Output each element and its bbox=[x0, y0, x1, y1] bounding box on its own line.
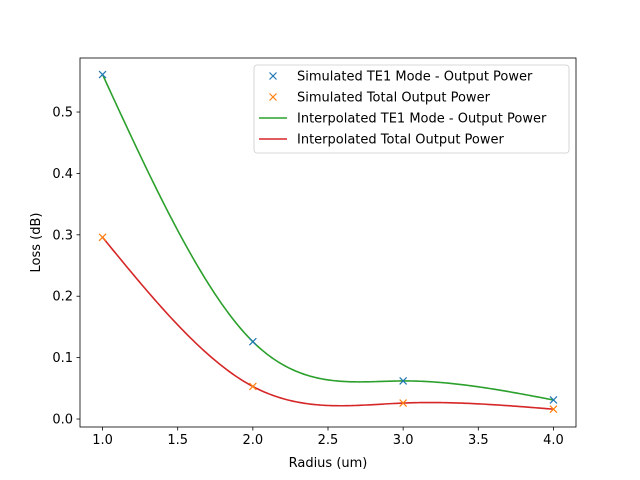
x-tick-label: 1.5 bbox=[167, 433, 188, 448]
y-axis-ticks: 0.0 0.1 0.2 0.3 0.4 0.5 bbox=[52, 106, 80, 428]
x-tick-label: 2.5 bbox=[318, 433, 339, 448]
x-axis-ticks: 1.0 1.5 2.0 2.5 3.0 3.5 4.0 bbox=[92, 427, 564, 448]
x-tick-label: 4.0 bbox=[543, 433, 564, 448]
x-tick-label: 1.0 bbox=[92, 433, 113, 448]
x-axis-label: Radius (um) bbox=[289, 456, 368, 471]
marker-simulated-total-output-power bbox=[549, 405, 558, 414]
y-tick-label: 0.4 bbox=[52, 167, 73, 182]
y-tick-label: 0.5 bbox=[52, 106, 73, 121]
legend-entry-label: Interpolated TE1 Mode - Output Power bbox=[297, 112, 547, 127]
y-tick-label: 0.0 bbox=[52, 413, 73, 428]
y-tick-label: 0.2 bbox=[52, 290, 73, 305]
legend-frame bbox=[253, 64, 570, 154]
interpolated-curves bbox=[101, 74, 554, 410]
marker-simulated-te1-mode-output-power bbox=[98, 70, 107, 79]
legend-entry-label: Interpolated Total Output Power bbox=[297, 133, 505, 148]
legend-entry-label: Simulated Total Output Power bbox=[297, 91, 491, 106]
y-tick-label: 0.3 bbox=[52, 228, 73, 243]
legend-marker-swatch bbox=[269, 72, 277, 80]
y-axis-label: Loss (dB) bbox=[29, 213, 44, 273]
legend-marker-swatch bbox=[269, 93, 277, 101]
line-interpolated-total-output-power bbox=[101, 236, 554, 410]
x-tick-label: 3.0 bbox=[393, 433, 414, 448]
marker-simulated-te1-mode-output-power bbox=[248, 337, 257, 346]
marker-simulated-total-output-power bbox=[399, 399, 408, 407]
y-tick-label: 0.1 bbox=[52, 351, 73, 366]
marker-simulated-total-output-power bbox=[98, 233, 107, 242]
marker-simulated-te1-mode-output-power bbox=[549, 396, 558, 404]
legend: Simulated TE1 Mode - Output Power Simulat… bbox=[253, 64, 570, 154]
legend-entry-label: Simulated TE1 Mode - Output Power bbox=[297, 70, 533, 85]
x-tick-label: 3.5 bbox=[468, 433, 489, 448]
line-interpolated-te1-mode-output-power bbox=[101, 74, 554, 401]
simulated-markers bbox=[98, 70, 558, 414]
marker-simulated-total-output-power bbox=[248, 382, 257, 391]
marker-simulated-te1-mode-output-power bbox=[399, 377, 408, 385]
x-tick-label: 2.0 bbox=[243, 433, 264, 448]
